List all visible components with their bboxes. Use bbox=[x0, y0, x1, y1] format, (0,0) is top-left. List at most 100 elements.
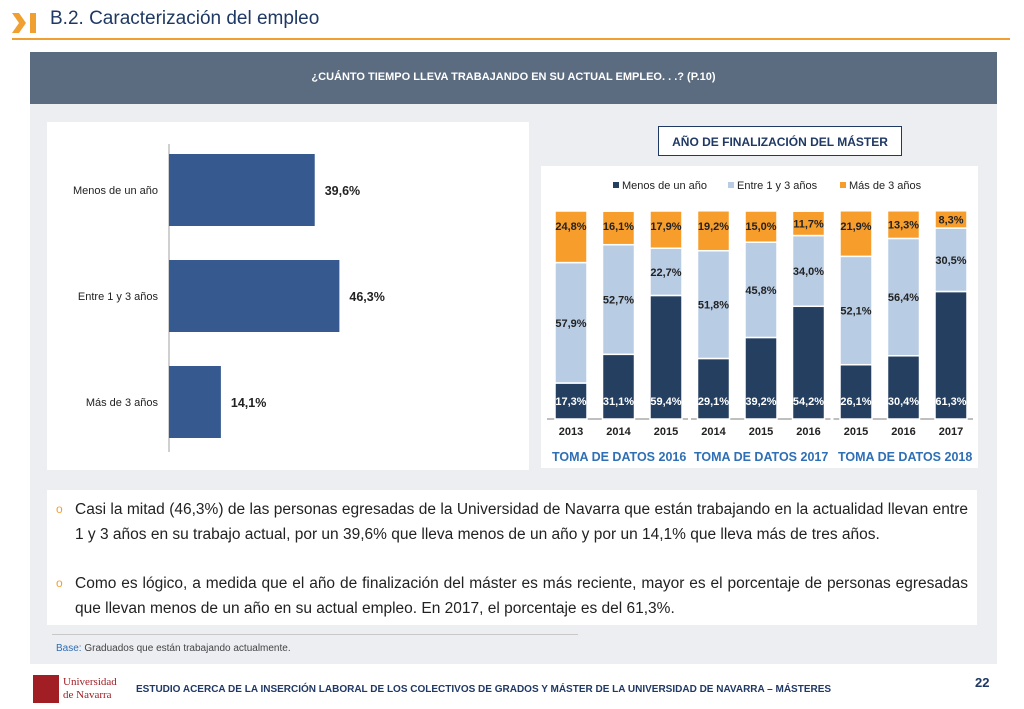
stacked-bar-segment bbox=[886, 355, 921, 420]
legend-label: Más de 3 años bbox=[849, 180, 922, 192]
stacked-category-label: 2016 bbox=[796, 426, 820, 438]
base-divider bbox=[52, 634, 578, 635]
stacked-value-label: 16,1% bbox=[603, 221, 634, 233]
stacked-bar-segment bbox=[886, 210, 921, 240]
stacked-value-label: 54,2% bbox=[793, 396, 824, 408]
stacked-category-label: 2017 bbox=[939, 426, 963, 438]
stacked-bar-segment bbox=[839, 363, 873, 420]
stacked-value-label: 51,8% bbox=[698, 300, 729, 312]
stacked-value-label: 39,2% bbox=[745, 396, 776, 408]
stacked-bar-segment bbox=[886, 237, 921, 357]
header-chevron-icon bbox=[12, 13, 36, 33]
base-note: Base: Graduados que están trabajando act… bbox=[56, 643, 291, 654]
legend-label: Menos de un año bbox=[622, 180, 707, 192]
hbar-value-label: 14,1% bbox=[231, 396, 266, 410]
stacked-bar-segment bbox=[601, 210, 636, 246]
bullet-text: Como es lógico, a medida que el año de f… bbox=[75, 575, 968, 617]
group-label-2017: TOMA DE DATOS 2017 bbox=[694, 450, 829, 464]
stacked-bar-segment bbox=[649, 247, 683, 297]
stacked-bar-segment bbox=[696, 357, 731, 420]
stacked-category-label: 2015 bbox=[844, 426, 868, 438]
logo-line-2: de Navarra bbox=[63, 689, 112, 701]
stacked-category-label: 2014 bbox=[606, 426, 631, 438]
stacked-category-label: 2015 bbox=[654, 426, 678, 438]
stacked-chart-title: AÑO DE FINALIZACIÓN DEL MÁSTER bbox=[658, 126, 902, 156]
stacked-value-label: 34,0% bbox=[793, 266, 824, 278]
stacked-value-label: 24,8% bbox=[555, 221, 586, 233]
stacked-value-label: 30,4% bbox=[888, 396, 919, 408]
stacked-value-label: 22,7% bbox=[650, 267, 681, 279]
page-title: B.2. Caracterización del empleo bbox=[50, 8, 320, 29]
stacked-value-label: 11,7% bbox=[793, 218, 824, 230]
stacked-category-label: 2013 bbox=[559, 426, 583, 438]
hbar-bar bbox=[169, 260, 340, 332]
hbar-bar bbox=[169, 154, 315, 226]
stacked-bar-segment bbox=[554, 210, 588, 264]
stacked-value-label: 19,2% bbox=[698, 221, 729, 233]
hbar-chart: Menos de un año 39,6% Entre 1 y 3 años 46,3… bbox=[73, 144, 385, 452]
stacked-value-label: 21,9% bbox=[840, 221, 871, 233]
stacked-value-label: 56,4% bbox=[888, 292, 919, 304]
summary-card bbox=[47, 490, 977, 625]
stacked-bar-segment bbox=[839, 210, 873, 258]
header-divider bbox=[12, 38, 1010, 40]
stacked-value-label: 29,1% bbox=[698, 396, 729, 408]
stacked-value-label: 61,3% bbox=[935, 396, 966, 408]
stacked-value-label: 45,8% bbox=[745, 285, 776, 297]
stacked-value-label: 15,0% bbox=[745, 221, 776, 233]
legend-swatch bbox=[728, 182, 734, 188]
hbar-category-label: Más de 3 años bbox=[86, 397, 159, 409]
stacked-bar-segment bbox=[696, 210, 731, 252]
hbar-chart-card: Menos de un año 39,6% Entre 1 y 3 años 46,3… bbox=[47, 122, 529, 470]
stacked-value-label: 13,3% bbox=[888, 220, 919, 232]
base-description: Graduados que están trabajando actualmen… bbox=[84, 643, 291, 654]
hbar-category-label: Menos de un año bbox=[73, 185, 158, 197]
stacked-bar-segment bbox=[649, 210, 683, 249]
stacked-bar-segment bbox=[601, 353, 636, 420]
stacked-value-label: 59,4% bbox=[650, 396, 681, 408]
stacked-value-label: 26,1% bbox=[840, 396, 871, 408]
base-label: Base: bbox=[56, 643, 82, 654]
stacked-value-label: 52,1% bbox=[840, 306, 871, 318]
legend-swatch bbox=[840, 182, 846, 188]
stacked-bar-segment bbox=[554, 261, 588, 384]
stacked-value-label: 17,9% bbox=[650, 221, 681, 233]
bullet-item: o Casi la mitad (46,3%) de las personas … bbox=[56, 497, 968, 573]
bullet-item: o Como es lógico, a medida que el año de… bbox=[56, 571, 968, 621]
stacked-bar-segment bbox=[791, 305, 826, 420]
stacked-bar-segment bbox=[649, 294, 683, 420]
group-label-2018: TOMA DE DATOS 2018 bbox=[838, 450, 973, 464]
stacked-category-label: 2016 bbox=[891, 426, 915, 438]
stacked-bar-segment bbox=[554, 382, 588, 420]
stacked-chart-card: Menos de un año Entre 1 y 3 años Más de 3 … bbox=[541, 166, 978, 468]
footer-text: ESTUDIO ACERCA DE LA INSERCIÓN LABORAL D… bbox=[136, 684, 832, 695]
stacked-value-label: 8,3% bbox=[938, 214, 963, 226]
hbar-bar bbox=[169, 366, 221, 438]
hbar-value-label: 46,3% bbox=[349, 290, 384, 304]
stacked-bar-segment bbox=[934, 210, 968, 229]
bullet-marker-icon: o bbox=[56, 576, 63, 590]
stacked-bar-segment bbox=[839, 255, 873, 366]
group-label-2016: TOMA DE DATOS 2016 bbox=[552, 450, 687, 464]
stacked-bar-segment bbox=[791, 234, 826, 308]
stacked-bar-segment bbox=[696, 249, 731, 360]
stacked-value-label: 57,9% bbox=[555, 318, 586, 330]
legend-swatch bbox=[613, 182, 619, 188]
university-seal-icon bbox=[33, 675, 59, 703]
stacked-category-label: 2014 bbox=[701, 426, 726, 438]
bullet-text: Casi la mitad (46,3%) de las personas eg… bbox=[75, 501, 968, 543]
university-logo: Universidad de Navarra bbox=[33, 675, 129, 703]
stacked-chart: Menos de un año Entre 1 y 3 años Más de 3 … bbox=[547, 180, 973, 439]
page-number: 22 bbox=[975, 675, 990, 690]
legend-label: Entre 1 y 3 años bbox=[737, 180, 818, 192]
stacked-value-label: 52,7% bbox=[603, 295, 634, 307]
question-text: ¿CUÁNTO TIEMPO LLEVA TRABAJANDO EN SU AC… bbox=[311, 71, 716, 83]
stacked-bar-segment bbox=[601, 243, 636, 356]
bullet-marker-icon: o bbox=[56, 502, 63, 516]
stacked-bar-segment bbox=[744, 336, 778, 420]
stacked-bar-segment bbox=[934, 227, 968, 293]
logo-line-1: Universidad bbox=[63, 676, 117, 688]
stacked-bar-segment bbox=[744, 241, 778, 339]
stacked-bar-segment bbox=[744, 210, 778, 243]
hbar-value-label: 39,6% bbox=[325, 184, 360, 198]
